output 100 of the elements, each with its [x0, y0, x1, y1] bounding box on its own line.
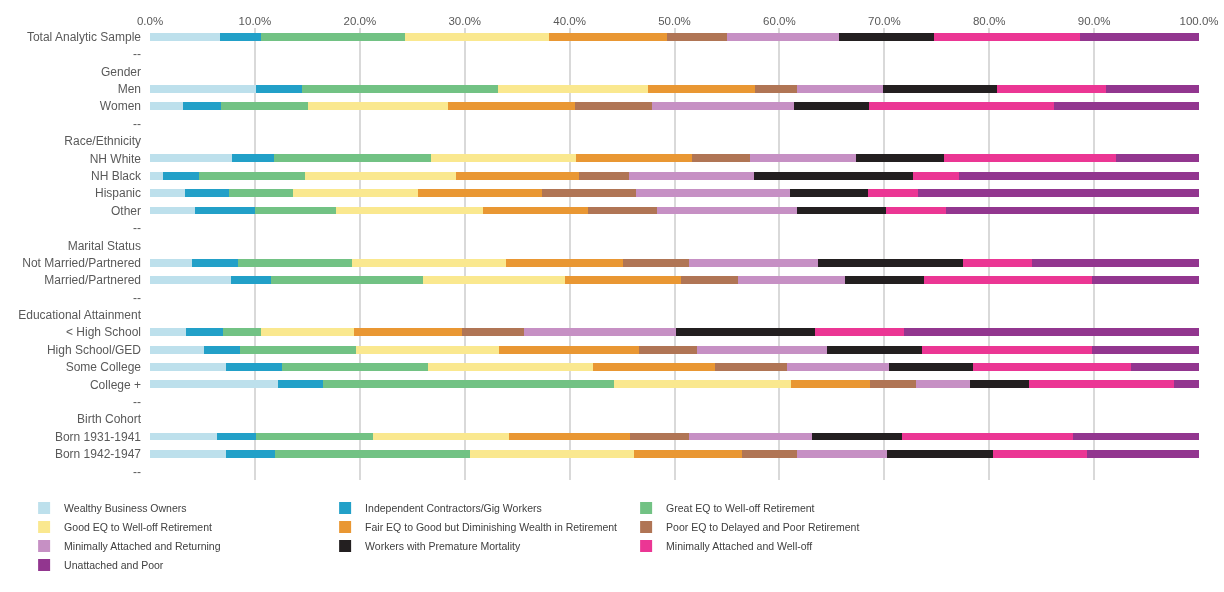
bar	[904, 328, 1199, 337]
x-tick-label: 30.0%	[448, 14, 481, 27]
bar	[150, 363, 226, 371]
bar	[579, 171, 630, 180]
bar	[868, 102, 1055, 111]
legend-label: Fair EQ to Good but Diminishing Wealth in Retirement	[365, 521, 618, 534]
y-tick-label: Gender	[100, 64, 141, 79]
bar	[789, 189, 868, 198]
y-tick-label: --	[133, 290, 141, 305]
bar	[542, 189, 636, 198]
bar	[308, 102, 448, 111]
bar	[150, 328, 186, 337]
bar	[565, 276, 681, 284]
bar	[225, 363, 283, 371]
bar	[1086, 450, 1199, 458]
bar	[353, 328, 462, 337]
bar	[638, 345, 697, 354]
bar	[588, 206, 657, 215]
legend-label: Workers with Premature Mortality	[365, 540, 521, 553]
bar	[292, 189, 418, 198]
bar	[883, 84, 997, 93]
bar	[869, 380, 916, 389]
bar	[323, 380, 614, 389]
y-tick-label: Total Analytic Sample	[26, 29, 142, 44]
bar	[635, 189, 790, 198]
bar	[203, 345, 241, 354]
bar	[498, 84, 649, 93]
bar	[755, 84, 798, 93]
bar	[1130, 363, 1199, 371]
bar	[818, 258, 963, 267]
bar	[917, 189, 1199, 198]
bar	[427, 363, 593, 371]
bar	[1029, 380, 1174, 389]
bar	[404, 32, 549, 41]
bar	[150, 32, 221, 41]
bar	[255, 84, 303, 93]
bar	[933, 32, 1081, 41]
bar	[790, 380, 870, 389]
bar	[689, 432, 812, 441]
bar	[689, 258, 819, 267]
y-tick-label: --	[133, 47, 141, 62]
bar	[826, 345, 923, 354]
y-tick-label: Hispanic	[94, 186, 141, 201]
bar	[302, 84, 499, 93]
bar	[352, 258, 506, 267]
bar	[993, 450, 1087, 458]
y-tick-label: College +	[89, 377, 141, 392]
bar	[221, 102, 309, 111]
bar	[623, 258, 690, 267]
bar	[692, 154, 751, 163]
y-tick-label: Educational Attainment	[18, 308, 142, 323]
bar	[499, 345, 639, 354]
y-tick-label: Not Married/Partnered	[22, 255, 141, 270]
bar	[902, 432, 1074, 441]
bar	[574, 102, 653, 111]
bar	[924, 276, 1092, 284]
bar	[592, 363, 716, 371]
legend-label: Unattached and Poor	[64, 559, 164, 572]
legend-label: Minimally Attached and Returning	[64, 540, 221, 553]
bar	[524, 328, 676, 337]
bar	[970, 380, 1030, 389]
bar	[261, 32, 405, 41]
x-tick-label: 100.0%	[1179, 14, 1219, 27]
bar	[973, 363, 1131, 371]
bar	[191, 258, 239, 267]
bar	[274, 450, 470, 458]
bar	[855, 154, 945, 163]
bar	[867, 189, 918, 198]
y-tick-label: Women	[99, 99, 141, 114]
bar	[373, 432, 509, 441]
bar	[741, 450, 798, 458]
legend-label: Independent Contractors/Gig Workers	[365, 502, 542, 515]
bar	[1032, 258, 1199, 267]
bar	[1092, 345, 1199, 354]
bar	[195, 206, 255, 215]
bar	[223, 328, 262, 337]
bar	[786, 363, 889, 371]
bar	[469, 450, 634, 458]
bar	[696, 345, 827, 354]
y-tick-label: Born 1931-1941	[54, 429, 142, 444]
bar	[1073, 432, 1199, 441]
bar	[715, 363, 787, 371]
y-tick-label: Some College	[65, 360, 142, 375]
bar	[839, 32, 934, 41]
bar	[335, 206, 483, 215]
bar	[305, 171, 457, 180]
bar	[575, 154, 693, 163]
y-tick-label: --	[133, 221, 141, 236]
bar	[228, 189, 293, 198]
x-tick-label: 20.0%	[343, 14, 377, 27]
bar	[629, 171, 755, 180]
bar	[185, 328, 224, 337]
bar	[417, 189, 543, 198]
bar	[613, 380, 791, 389]
bar	[184, 189, 229, 198]
bar	[912, 171, 959, 180]
bar	[225, 450, 275, 458]
bar	[797, 84, 884, 93]
legend-label: Poor EQ to Delayed and Poor Retirement	[666, 521, 860, 534]
bar	[675, 328, 816, 337]
